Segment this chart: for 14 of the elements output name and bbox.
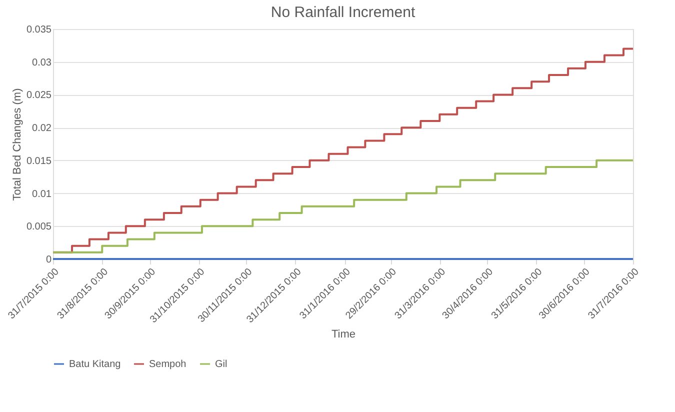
y-tick-label: 0 [46,254,52,266]
y-tick-label: 0.015 [26,156,52,167]
y-tick-label: 0.02 [32,123,52,134]
legend-label: Batu Kitang [69,359,121,370]
y-tick-label: 0.035 [26,24,52,36]
y-tick-label: 0.005 [26,222,52,233]
y-tick-label: 0.01 [32,188,52,200]
x-axis-title: Time [331,328,356,341]
chart-title: No Rainfall Increment [270,4,416,21]
y-axis-title: Total Bed Changes (m) [11,88,24,201]
legend-label: Gil [215,359,228,370]
y-tick-label: 0.03 [32,57,52,68]
legend-label: Sempoh [149,359,186,370]
y-tick-label: 0.025 [26,90,52,102]
